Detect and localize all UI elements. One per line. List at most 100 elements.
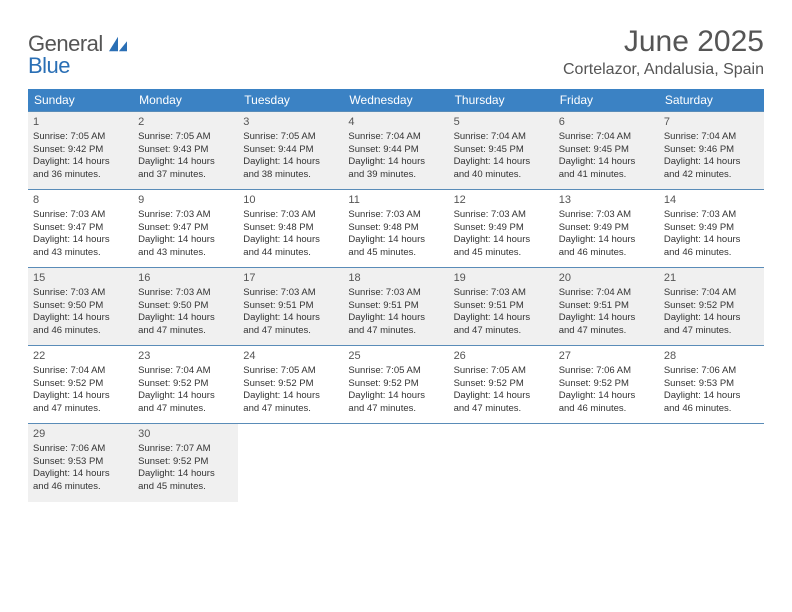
day-sunset: Sunset: 9:52 PM [348,378,443,391]
logo-text-box: General Blue [28,31,129,79]
day-sunrise: Sunrise: 7:04 AM [559,287,654,300]
calendar-head: Sunday Monday Tuesday Wednesday Thursday… [28,89,764,112]
day-cell: 2Sunrise: 7:05 AMSunset: 9:43 PMDaylight… [133,112,238,190]
day-sunset: Sunset: 9:46 PM [664,144,759,157]
day-sunrise: Sunrise: 7:03 AM [33,287,128,300]
day-sunset: Sunset: 9:52 PM [138,456,233,469]
day-cell [238,424,343,502]
day-number: 20 [559,271,654,286]
day-cell: 14Sunrise: 7:03 AMSunset: 9:49 PMDayligh… [659,190,764,268]
week-row: 8Sunrise: 7:03 AMSunset: 9:47 PMDaylight… [28,190,764,268]
day-sunrise: Sunrise: 7:03 AM [559,209,654,222]
day-number: 25 [348,349,443,364]
day-day1: Daylight: 14 hours [138,156,233,169]
day-cell [449,424,554,502]
day-day1: Daylight: 14 hours [454,390,549,403]
day-sunrise: Sunrise: 7:03 AM [348,209,443,222]
day-day1: Daylight: 14 hours [348,234,443,247]
day-day2: and 46 minutes. [33,481,128,494]
day-number: 8 [33,193,128,208]
day-number: 24 [243,349,338,364]
day-sunrise: Sunrise: 7:03 AM [454,209,549,222]
day-sunrise: Sunrise: 7:05 AM [33,131,128,144]
title-box: June 2025 Cortelazor, Andalusia, Spain [563,25,764,79]
day-sunset: Sunset: 9:44 PM [348,144,443,157]
day-sunset: Sunset: 9:49 PM [454,222,549,235]
day-sunrise: Sunrise: 7:05 AM [348,365,443,378]
day-cell: 16Sunrise: 7:03 AMSunset: 9:50 PMDayligh… [133,268,238,346]
day-sunset: Sunset: 9:50 PM [138,300,233,313]
weekday-thu: Thursday [449,89,554,112]
day-day2: and 42 minutes. [664,169,759,182]
month-title: June 2025 [563,25,764,59]
day-sunrise: Sunrise: 7:03 AM [33,209,128,222]
day-day2: and 43 minutes. [138,247,233,260]
day-cell: 18Sunrise: 7:03 AMSunset: 9:51 PMDayligh… [343,268,448,346]
day-day1: Daylight: 14 hours [348,156,443,169]
day-number: 7 [664,115,759,130]
day-number: 6 [559,115,654,130]
day-cell: 26Sunrise: 7:05 AMSunset: 9:52 PMDayligh… [449,346,554,424]
day-day1: Daylight: 14 hours [33,156,128,169]
day-day1: Daylight: 14 hours [33,312,128,325]
day-number: 14 [664,193,759,208]
weekday-mon: Monday [133,89,238,112]
week-row: 1Sunrise: 7:05 AMSunset: 9:42 PMDaylight… [28,112,764,190]
weekday-sun: Sunday [28,89,133,112]
day-cell: 23Sunrise: 7:04 AMSunset: 9:52 PMDayligh… [133,346,238,424]
day-day2: and 38 minutes. [243,169,338,182]
day-sunrise: Sunrise: 7:03 AM [138,287,233,300]
day-number: 3 [243,115,338,130]
day-cell: 15Sunrise: 7:03 AMSunset: 9:50 PMDayligh… [28,268,133,346]
day-day2: and 47 minutes. [664,325,759,338]
day-day2: and 46 minutes. [559,247,654,260]
day-day1: Daylight: 14 hours [33,468,128,481]
day-day1: Daylight: 14 hours [243,234,338,247]
day-sunset: Sunset: 9:53 PM [33,456,128,469]
day-cell: 25Sunrise: 7:05 AMSunset: 9:52 PMDayligh… [343,346,448,424]
day-number: 18 [348,271,443,286]
day-cell: 4Sunrise: 7:04 AMSunset: 9:44 PMDaylight… [343,112,448,190]
day-day1: Daylight: 14 hours [559,312,654,325]
day-cell: 19Sunrise: 7:03 AMSunset: 9:51 PMDayligh… [449,268,554,346]
day-sunrise: Sunrise: 7:04 AM [348,131,443,144]
day-number: 21 [664,271,759,286]
day-sunrise: Sunrise: 7:06 AM [664,365,759,378]
day-day2: and 45 minutes. [348,247,443,260]
day-number: 13 [559,193,654,208]
day-sunrise: Sunrise: 7:04 AM [664,287,759,300]
day-day2: and 47 minutes. [559,325,654,338]
day-day1: Daylight: 14 hours [138,312,233,325]
day-sunset: Sunset: 9:43 PM [138,144,233,157]
day-sunrise: Sunrise: 7:04 AM [138,365,233,378]
day-cell: 21Sunrise: 7:04 AMSunset: 9:52 PMDayligh… [659,268,764,346]
day-day2: and 45 minutes. [138,481,233,494]
calendar-table: Sunday Monday Tuesday Wednesday Thursday… [28,89,764,502]
calendar-body: 1Sunrise: 7:05 AMSunset: 9:42 PMDaylight… [28,112,764,502]
day-day1: Daylight: 14 hours [664,312,759,325]
day-cell: 3Sunrise: 7:05 AMSunset: 9:44 PMDaylight… [238,112,343,190]
day-number: 16 [138,271,233,286]
day-day1: Daylight: 14 hours [559,390,654,403]
day-sunset: Sunset: 9:51 PM [348,300,443,313]
day-day2: and 46 minutes. [559,403,654,416]
day-day1: Daylight: 14 hours [559,234,654,247]
day-cell: 29Sunrise: 7:06 AMSunset: 9:53 PMDayligh… [28,424,133,502]
day-number: 26 [454,349,549,364]
day-sunset: Sunset: 9:50 PM [33,300,128,313]
day-cell: 8Sunrise: 7:03 AMSunset: 9:47 PMDaylight… [28,190,133,268]
day-day1: Daylight: 14 hours [33,390,128,403]
day-sunset: Sunset: 9:45 PM [454,144,549,157]
day-day2: and 40 minutes. [454,169,549,182]
day-sunrise: Sunrise: 7:05 AM [243,365,338,378]
day-day1: Daylight: 14 hours [33,234,128,247]
day-sunrise: Sunrise: 7:07 AM [138,443,233,456]
day-day1: Daylight: 14 hours [454,156,549,169]
day-sunset: Sunset: 9:52 PM [243,378,338,391]
day-cell [554,424,659,502]
day-sunset: Sunset: 9:51 PM [454,300,549,313]
day-number: 23 [138,349,233,364]
day-day2: and 47 minutes. [138,325,233,338]
day-sunrise: Sunrise: 7:06 AM [33,443,128,456]
day-sunset: Sunset: 9:42 PM [33,144,128,157]
